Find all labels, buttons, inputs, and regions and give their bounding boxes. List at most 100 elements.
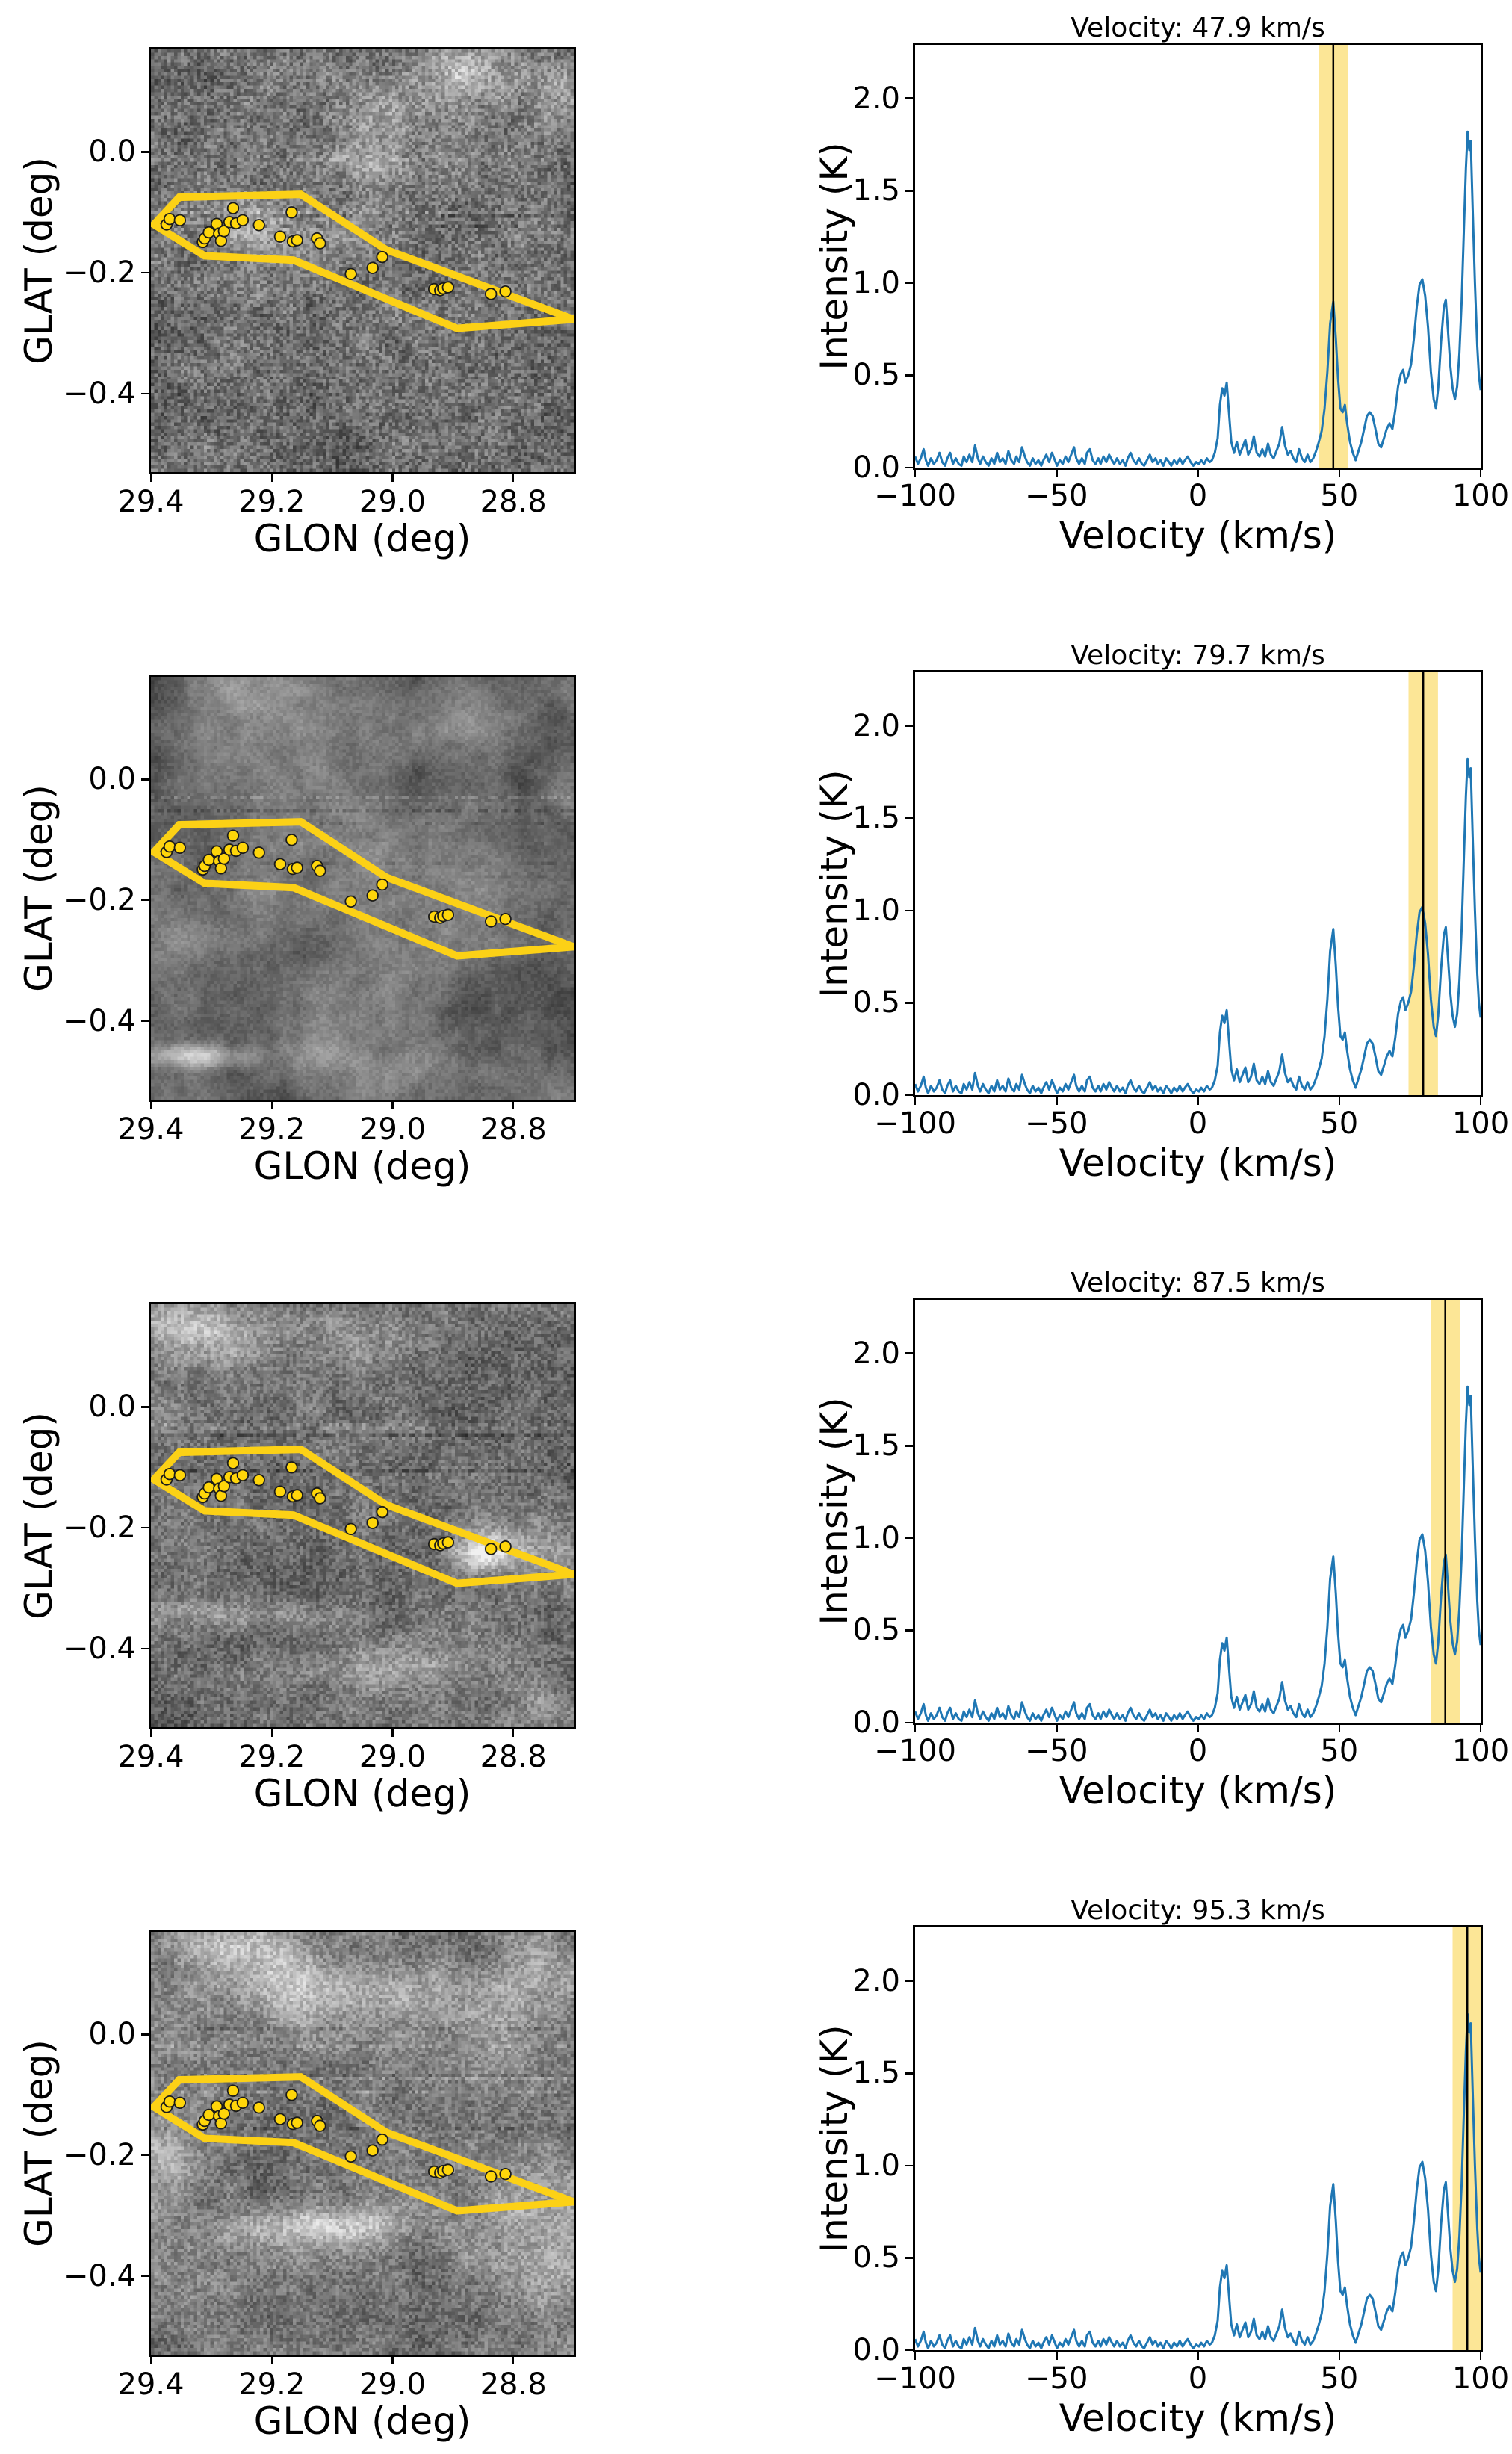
yso-point (252, 219, 265, 232)
spectrum-y-tick-label: 1.5 (852, 2056, 900, 2091)
spectrum-x-tick-label: 50 (1320, 2361, 1359, 2396)
y-tick (905, 1352, 913, 1354)
yso-point (252, 2101, 265, 2114)
y-tick (905, 1002, 913, 1004)
yso-point (291, 2116, 303, 2129)
spectrum-y-axis-label: Intensity (K) (813, 769, 856, 998)
x-tick (914, 470, 917, 477)
spectrum-y-tick-label: 1.0 (852, 2148, 900, 2183)
spectrum-title: Velocity: 95.3 km/s (1071, 1895, 1325, 1926)
yso-point (376, 878, 388, 891)
spectrum-x-axis-label: Velocity (km/s) (1059, 1141, 1337, 1185)
spectrum-y-tick-label: 1.5 (852, 801, 900, 836)
yso-point (273, 1485, 287, 1498)
yso-point (344, 2150, 357, 2163)
x-tick (391, 1729, 394, 1737)
map-axes (149, 47, 576, 474)
region-polygon (151, 1446, 574, 1587)
yso-point (173, 1469, 187, 1482)
map-axes (149, 1302, 576, 1729)
spectrum-title: Velocity: 79.7 km/s (1071, 640, 1325, 671)
region-polygon (151, 818, 574, 960)
map-y-tick-label: −0.2 (63, 883, 136, 918)
yso-point (285, 1461, 298, 1474)
x-tick (914, 1097, 917, 1105)
spectrum-y-tick-label: 0.0 (852, 450, 900, 485)
yso-point (499, 1540, 512, 1553)
spectrum-axes (913, 1298, 1483, 1725)
map-x-tick-label: 29.2 (238, 1740, 306, 1774)
y-tick (905, 1094, 913, 1097)
map-x-tick-label: 29.4 (117, 1740, 185, 1774)
spectrum-x-tick-label: 50 (1320, 1106, 1359, 1141)
yso-point (344, 895, 357, 908)
map-image-canvas (151, 1304, 574, 1727)
yso-point (366, 261, 379, 274)
map-image-canvas (151, 677, 574, 1100)
x-tick (270, 2357, 273, 2364)
spectrum-y-tick-label: 0.5 (852, 985, 900, 1020)
map-axes (149, 1930, 576, 2357)
x-tick (1479, 1725, 1482, 1732)
map-x-tick-label: 28.8 (480, 1112, 547, 1147)
y-tick (905, 2257, 913, 2259)
y-tick (905, 97, 913, 99)
spectrum-x-tick-label: 0 (1188, 479, 1208, 513)
x-tick (1338, 2352, 1341, 2360)
map-y-tick-label: −0.4 (63, 1631, 136, 1666)
yso-point (236, 2096, 250, 2110)
spectrum-plot (915, 1927, 1481, 2350)
map-y-tick-label: 0.0 (88, 2017, 136, 2052)
map-overlay (151, 190, 574, 332)
y-tick (905, 1721, 913, 1724)
spectrum-y-tick-label: 0.5 (852, 358, 900, 393)
y-tick (141, 151, 149, 153)
x-tick (149, 1102, 152, 1109)
spectrum-y-tick-label: 1.5 (852, 173, 900, 208)
x-tick (1338, 470, 1341, 477)
y-tick (905, 2072, 913, 2075)
x-tick (1056, 2352, 1058, 2360)
spectrum-line (915, 2013, 1481, 2349)
x-tick (512, 2357, 515, 2364)
yso-point (163, 212, 176, 226)
yso-point (217, 225, 231, 238)
map-y-tick-label: −0.2 (63, 1510, 136, 1546)
yso-point (252, 846, 265, 859)
spectrum-y-tick-label: 1.0 (852, 1520, 900, 1555)
y-tick (141, 1647, 149, 1650)
x-tick (512, 474, 515, 482)
y-tick (141, 392, 149, 395)
spectrum-x-tick-label: −100 (874, 1734, 956, 1768)
y-tick (141, 778, 149, 781)
spectrum-x-tick-label: −50 (1025, 2361, 1088, 2396)
yso-point (376, 1505, 388, 1519)
map-axes (149, 675, 576, 1102)
x-tick (1197, 1725, 1199, 1732)
spectrum-y-tick-label: 2.0 (852, 1963, 900, 1998)
yso-point (291, 861, 303, 874)
map-x-tick-label: 29.0 (359, 485, 426, 519)
map-y-tick-label: −0.4 (63, 2258, 136, 2293)
yso-point (202, 1481, 215, 1494)
x-tick (1056, 1725, 1058, 1732)
yso-point (441, 281, 455, 294)
x-tick (391, 1102, 394, 1109)
spectrum-line (915, 1385, 1481, 1722)
map-x-axis-label: GLON (deg) (253, 1772, 471, 1815)
map-y-axis-label: GLAT (deg) (17, 157, 61, 365)
region-polygon (151, 2073, 574, 2215)
map-x-tick-label: 28.8 (480, 2367, 547, 2402)
spectrum-x-axis-label: Velocity (km/s) (1059, 514, 1337, 557)
spectrum-y-tick-label: 0.0 (852, 1078, 900, 1112)
map-x-axis-label: GLON (deg) (253, 2399, 471, 2443)
spectrum-axes (913, 1925, 1483, 2352)
y-tick (905, 1537, 913, 1540)
y-tick (141, 1406, 149, 1408)
spectrum-line (915, 130, 1481, 467)
map-y-axis-label: GLAT (deg) (17, 2039, 61, 2247)
y-tick (141, 2275, 149, 2278)
yso-point (344, 1522, 357, 1536)
yso-point (441, 1536, 455, 1549)
map-overlay (151, 1446, 574, 1587)
